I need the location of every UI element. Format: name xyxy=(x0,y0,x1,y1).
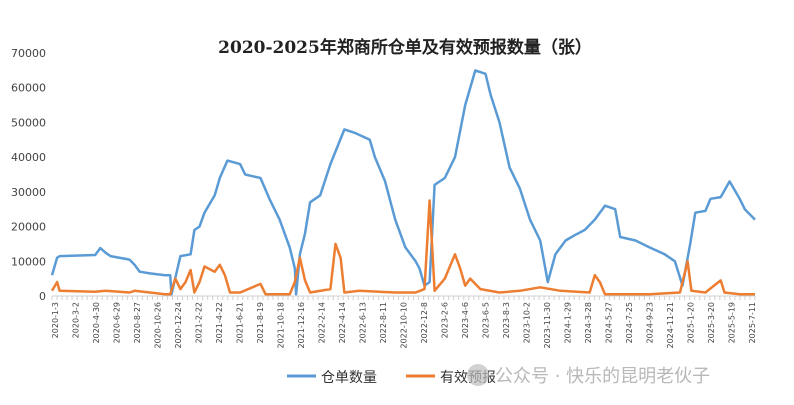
x-tick-label: 2023-6-5 xyxy=(482,302,491,338)
x-tick-label: 2020-12-24 xyxy=(174,302,183,349)
x-tick-label: 2022-2-14 xyxy=(318,302,327,343)
x-tick-label: 2022-6-13 xyxy=(359,302,368,343)
x-tick-label: 2020-8-27 xyxy=(133,302,142,343)
x-tick-label: 2021-10-18 xyxy=(277,302,286,349)
x-tick-label: 2022-8-11 xyxy=(379,302,388,343)
x-tick-label: 2025-1-20 xyxy=(687,302,696,343)
x-tick-label: 2023-2-6 xyxy=(441,302,450,338)
x-tick-label: 2021-8-19 xyxy=(256,302,265,343)
series-line-warehouse-receipts xyxy=(50,69,756,296)
x-tick-label: 2021-2-22 xyxy=(195,302,204,343)
x-tick-label: 2023-4-6 xyxy=(461,302,470,338)
watermark: 公众号 · 快乐的昆明老伙子 xyxy=(495,366,710,387)
x-tick-label: 2023-11-30 xyxy=(543,302,552,349)
x-tick-label: 2024-1-29 xyxy=(564,302,573,343)
series-line-valid-forecast xyxy=(50,199,755,296)
x-tick-label: 2022-10-10 xyxy=(400,302,409,349)
y-tick-label: 10000 xyxy=(11,255,46,268)
y-tick-label: 0 xyxy=(39,290,46,303)
x-tick-label: 2024-9-23 xyxy=(646,302,655,343)
y-axis: 0 10000 20000 30000 40000 50000 60000 70000 xyxy=(11,47,46,303)
x-tick-label: 2021-4-22 xyxy=(215,302,224,343)
x-tick-label: 2024-5-27 xyxy=(605,302,614,343)
x-tick-label: 2020-1-3 xyxy=(51,302,60,338)
x-axis: 2020-1-3 2020-3-2 2020-4-30 2020-6-29 2020-8… xyxy=(51,296,757,349)
x-tick-label: 2022-12-8 xyxy=(420,302,429,343)
y-tick-label: 60000 xyxy=(11,82,46,95)
watermark-logo-icon xyxy=(467,364,489,386)
y-tick-label: 20000 xyxy=(11,221,46,234)
plot-area xyxy=(50,69,756,296)
chart-title: 2020-2025年郑商所仓单及有效预报数量（张） xyxy=(218,37,592,58)
x-tick-label: 2025-3-20 xyxy=(707,302,716,343)
x-tick-label: 2020-4-30 xyxy=(92,302,101,343)
x-tick-label: 2024-7-25 xyxy=(625,302,634,343)
y-tick-label: 40000 xyxy=(11,151,46,164)
x-tick-label: 2020-6-29 xyxy=(113,302,122,343)
y-tick-label: 30000 xyxy=(11,186,46,199)
y-tick-label: 70000 xyxy=(11,47,46,60)
x-tick-label: 2023-8-3 xyxy=(502,302,511,338)
x-tick-label: 2024-11-21 xyxy=(666,302,675,349)
legend-label-warehouse-receipts: 仓单数量 xyxy=(321,370,377,386)
x-tick-label: 2021-12-16 xyxy=(297,302,306,349)
x-tick-label: 2020-3-2 xyxy=(72,302,81,338)
y-tick-label: 50000 xyxy=(11,116,46,129)
x-tick-label: 2021-6-21 xyxy=(236,302,245,343)
x-tick-label: 2023-10-2 xyxy=(523,302,532,343)
x-tick-label: 2025-7-11 xyxy=(748,302,757,343)
x-tick-label: 2020-10-26 xyxy=(154,302,163,349)
legend: 仓单数量 有效预报 xyxy=(287,370,496,386)
x-tick-label: 2024-3-28 xyxy=(584,302,593,343)
x-tick-label: 2025-5-19 xyxy=(728,302,737,343)
x-tick-label: 2022-4-14 xyxy=(338,302,347,343)
